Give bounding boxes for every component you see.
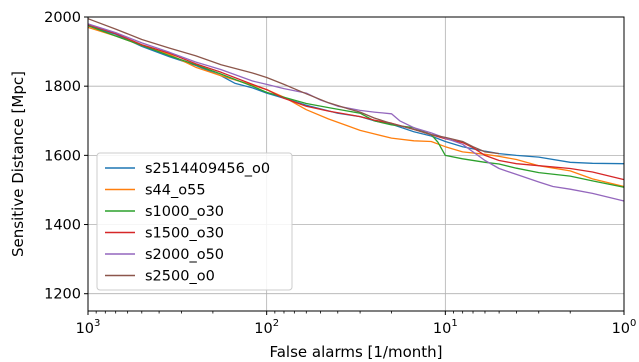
x-tick-label: 103 [76,318,101,337]
legend-box [96,152,293,291]
x-tick-label: 101 [433,318,458,337]
x-tick-label-base: 10 [254,321,272,337]
legend-label: s2000_o50 [145,247,224,263]
series-line-s44_o55 [87,26,625,188]
legend-label: s44_o55 [145,183,206,199]
plot-frame [87,16,625,312]
x-tick-label: 100 [612,318,637,337]
x-tick-label-exponent: 3 [94,318,100,329]
x-tick-label-exponent: 1 [451,318,457,329]
legend-label: s2514409456_o0 [145,161,270,177]
x-tick-label-base: 10 [612,321,630,337]
series-line-s2000_o50 [87,23,625,202]
series-layer [87,18,625,202]
series-line-s1000_o30 [87,24,625,188]
series-line-s1500_o30 [87,23,625,181]
y-tick-label: 2000 [44,10,81,26]
y-axis-label: Sensitive Distance [Mpc] [9,71,27,257]
y-tick-label: 1800 [44,79,81,95]
legend-label: s1000_o30 [145,204,224,220]
x-tick-label-base: 10 [76,321,94,337]
y-tick-label: 1400 [44,218,81,234]
y-tick-label: 1600 [44,148,81,164]
x-axis-label: False alarms [1/month] [269,343,442,361]
y-tick-label: 1200 [44,287,81,303]
legend-label: s1500_o30 [145,226,224,242]
x-tick-label-exponent: 2 [273,318,279,329]
x-tick-label: 102 [254,318,279,337]
x-tick-label-base: 10 [433,321,451,337]
legend-label: s2500_o0 [145,269,215,285]
legend: s2514409456_o0 s44_o55 s1000_o30 s1500_o30s… [96,152,293,291]
x-tick-label-exponent: 0 [630,318,636,329]
series-line-s2500_o0 [87,18,500,155]
